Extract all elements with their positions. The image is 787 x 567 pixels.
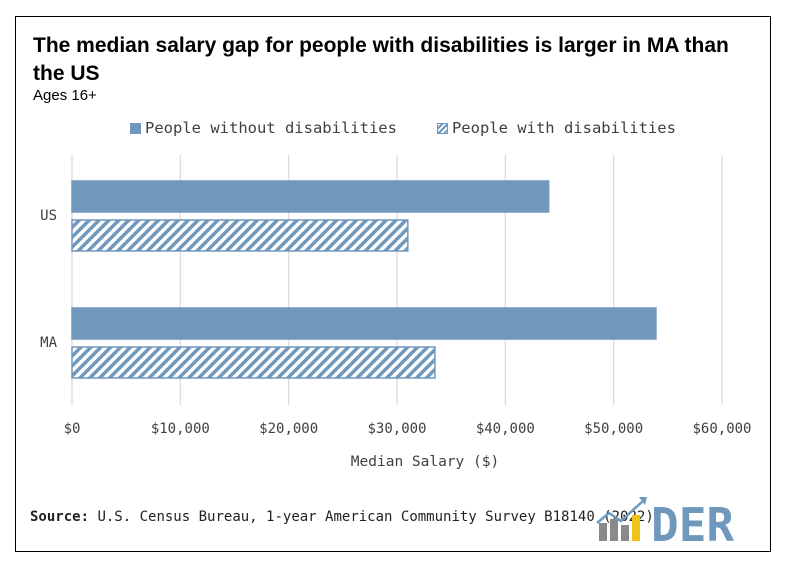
legend-label: People without disabilities <box>145 119 397 137</box>
bar-chart: $0 $10,000 $20,000 $30,000 $40,000 $50,000 $60… <box>40 155 752 470</box>
x-tick-label: $60,000 <box>692 421 751 437</box>
der-logo: DER <box>593 493 763 552</box>
legend-item-without: People without disabilities <box>130 119 397 137</box>
legend-item-with: People with disabilities <box>436 119 676 137</box>
legend: People without disabilities People with … <box>130 119 676 137</box>
bar-ma-with-disabilities <box>71 346 436 379</box>
x-axis-title: Median Salary ($) <box>351 454 499 470</box>
bar-us-without-disabilities <box>71 180 550 213</box>
x-tick-label: $40,000 <box>476 421 535 437</box>
y-category-label: US <box>40 208 57 224</box>
bar-ma-without-disabilities <box>71 307 657 340</box>
bar-us-with-disabilities <box>71 219 409 252</box>
x-tick-label: $30,000 <box>367 421 426 437</box>
legend-swatch-hatched <box>436 122 448 134</box>
legend-swatch-solid <box>130 122 141 134</box>
source-text: U.S. Census Bureau, 1-year American Comm… <box>97 509 654 525</box>
legend-label: People with disabilities <box>451 119 676 137</box>
x-tick-label: $0 <box>64 421 81 437</box>
x-tick-label: $20,000 <box>259 421 318 437</box>
chart-frame <box>15 16 771 552</box>
chart-subtitle: Ages 16+ <box>33 87 97 104</box>
svg-text:DER: DER <box>651 498 734 545</box>
source-note: Source: U.S. Census Bureau, 1-year Ameri… <box>30 507 654 528</box>
chart-title: The median salary gap for people with di… <box>33 34 729 85</box>
source-label: Source: <box>30 509 90 525</box>
x-tick-label: $50,000 <box>584 421 643 437</box>
y-category-label: MA <box>40 335 57 351</box>
x-tick-label: $10,000 <box>151 421 210 437</box>
